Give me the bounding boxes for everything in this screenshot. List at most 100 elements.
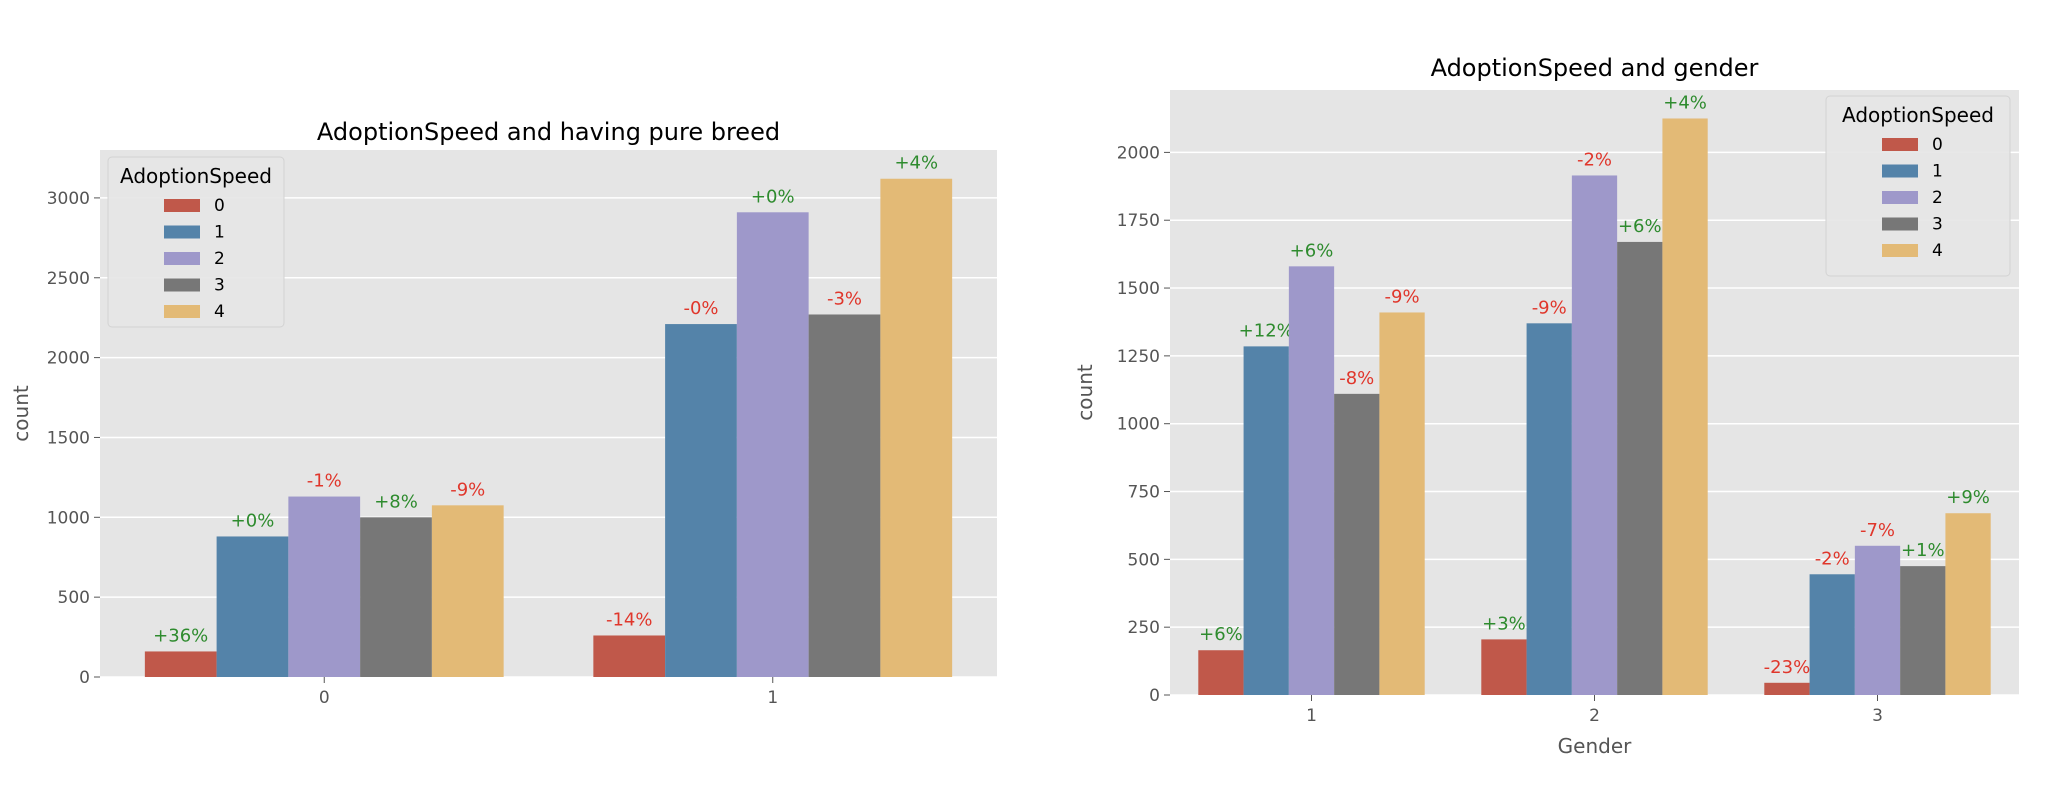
bar-annotation: -0% bbox=[683, 298, 718, 319]
y-tick-label: 2000 bbox=[1117, 143, 1160, 163]
x-tick-label: 0 bbox=[319, 688, 330, 708]
legend-swatch bbox=[164, 225, 200, 239]
legend-swatch bbox=[1882, 217, 1918, 231]
bar-series-2-category-1 bbox=[1288, 266, 1335, 695]
bar-annotation: -3% bbox=[827, 288, 862, 309]
legend-swatch bbox=[164, 252, 200, 265]
bar-series-4-category-0 bbox=[431, 505, 504, 677]
y-tick-label: 1750 bbox=[1117, 211, 1160, 231]
bar-series-4-category-1 bbox=[880, 178, 953, 677]
bar-series-3-category-1 bbox=[808, 314, 881, 677]
y-tick-label: 500 bbox=[58, 588, 90, 608]
legend: AdoptionSpeed 0 1 2 3 4 bbox=[107, 156, 285, 328]
y-tick-label: 250 bbox=[1128, 618, 1160, 638]
bar-annotation: +1% bbox=[1901, 540, 1945, 561]
legend-swatch bbox=[164, 278, 200, 292]
bar-series-3-category-1 bbox=[1334, 393, 1380, 695]
x-tick-label: 3 bbox=[1872, 706, 1883, 726]
bar-series-3-category-2 bbox=[1617, 241, 1663, 695]
y-tick-label: 500 bbox=[1128, 550, 1160, 570]
bar-series-3-category-3 bbox=[1900, 566, 1946, 695]
legend-box bbox=[107, 156, 285, 328]
bar-series-0-category-1 bbox=[1198, 650, 1244, 695]
legend-swatch bbox=[1882, 244, 1918, 257]
legend-box bbox=[1825, 95, 2011, 277]
bar-series-4-category-1 bbox=[1379, 312, 1425, 695]
bar-series-2-category-3 bbox=[1854, 545, 1901, 695]
y-tick-label: 750 bbox=[1128, 483, 1160, 503]
legend-swatch bbox=[164, 305, 200, 318]
bar-annotation: +36% bbox=[153, 625, 208, 646]
bar-annotation: +0% bbox=[751, 186, 795, 207]
bar-series-0-category-2 bbox=[1481, 639, 1527, 695]
y-tick-label: 2000 bbox=[47, 349, 90, 369]
bar-annotation: -2% bbox=[1815, 548, 1850, 569]
bar-series-4-category-2 bbox=[1662, 118, 1708, 695]
chart-pure-breed: 0 500 1000 1500 2000 2500 3000 0 +36% +0% -1% +8% -9… bbox=[9, 118, 997, 708]
bar-annotation: -9% bbox=[1532, 297, 1567, 318]
bar-series-1-category-2 bbox=[1526, 323, 1572, 695]
y-tick-label: 1250 bbox=[1117, 347, 1160, 367]
legend-title: AdoptionSpeed bbox=[120, 164, 272, 188]
bar-annotation: +4% bbox=[894, 153, 938, 174]
x-axis-label: Gender bbox=[1558, 734, 1632, 758]
bar-series-1-category-0 bbox=[216, 536, 289, 677]
chart-title: AdoptionSpeed and having pure breed bbox=[317, 118, 780, 146]
bar-series-1-category-1 bbox=[665, 324, 737, 677]
y-tick-label: 1500 bbox=[47, 428, 90, 448]
bar-series-0-category-1 bbox=[593, 635, 666, 677]
x-tick-label: 2 bbox=[1589, 706, 1600, 726]
bar-series-2-category-1 bbox=[736, 212, 809, 678]
y-tick-label: 2500 bbox=[47, 269, 90, 289]
legend-swatch bbox=[1882, 191, 1918, 204]
bar-annotation: -8% bbox=[1339, 368, 1374, 389]
bar-annotation: +6% bbox=[1290, 240, 1334, 261]
y-tick-label: 1000 bbox=[47, 508, 90, 528]
bar-annotation: -14% bbox=[606, 609, 653, 630]
legend-entry-label: 4 bbox=[1932, 241, 1943, 261]
bar-annotation: +6% bbox=[1618, 216, 1662, 237]
y-axis-label: count bbox=[1073, 364, 1097, 421]
bar-series-4-category-3 bbox=[1945, 513, 1991, 695]
bar-annotation: -9% bbox=[450, 479, 485, 500]
bar-annotation: -2% bbox=[1577, 149, 1612, 170]
legend-swatch bbox=[1882, 138, 1918, 151]
y-tick-label: 3000 bbox=[47, 189, 90, 209]
bar-series-3-category-0 bbox=[360, 517, 432, 677]
bar-annotation: -9% bbox=[1385, 286, 1420, 307]
legend-entry-label: 0 bbox=[214, 196, 225, 216]
bar-series-2-category-0 bbox=[288, 496, 361, 677]
legend-entry-label: 2 bbox=[1932, 188, 1943, 208]
bar-annotation: -23% bbox=[1764, 657, 1811, 678]
chart-gender: 0 250 500 750 1000 1250 1500 1750 2000 1 +6% +12% +6… bbox=[1073, 54, 2019, 758]
chart-title: AdoptionSpeed and gender bbox=[1431, 54, 1759, 82]
bar-series-0-category-0 bbox=[144, 651, 217, 677]
legend-entry-label: 3 bbox=[1932, 215, 1943, 235]
bar-annotation: +12% bbox=[1239, 320, 1294, 341]
bar-annotation: -7% bbox=[1860, 520, 1895, 541]
legend-swatch bbox=[164, 199, 200, 212]
x-tick-label: 1 bbox=[767, 688, 778, 708]
bar-series-2-category-2 bbox=[1571, 175, 1618, 695]
bar-annotation: -1% bbox=[307, 471, 342, 492]
legend-entry-label: 0 bbox=[1932, 135, 1943, 155]
legend-title: AdoptionSpeed bbox=[1842, 103, 1994, 127]
bar-annotation: +8% bbox=[374, 491, 418, 512]
bar-annotation: +9% bbox=[1946, 487, 1990, 508]
bar-series-0-category-3 bbox=[1764, 682, 1810, 695]
legend-swatch bbox=[1882, 164, 1918, 178]
y-tick-label: 1000 bbox=[1117, 415, 1160, 435]
bar-annotation: +6% bbox=[1199, 624, 1243, 645]
x-tick-label: 1 bbox=[1306, 706, 1317, 726]
y-tick-label: 0 bbox=[1149, 686, 1160, 706]
legend-entry-label: 2 bbox=[214, 249, 225, 269]
bar-series-1-category-3 bbox=[1809, 574, 1855, 695]
legend-entry-label: 4 bbox=[214, 302, 225, 322]
legend: AdoptionSpeed 0 1 2 3 4 bbox=[1825, 95, 2011, 277]
bar-annotation: +4% bbox=[1663, 92, 1707, 113]
y-axis-label: count bbox=[9, 385, 33, 442]
y-tick-label: 1500 bbox=[1117, 279, 1160, 299]
legend-entry-label: 3 bbox=[214, 276, 225, 296]
legend-entry-label: 1 bbox=[214, 223, 225, 243]
